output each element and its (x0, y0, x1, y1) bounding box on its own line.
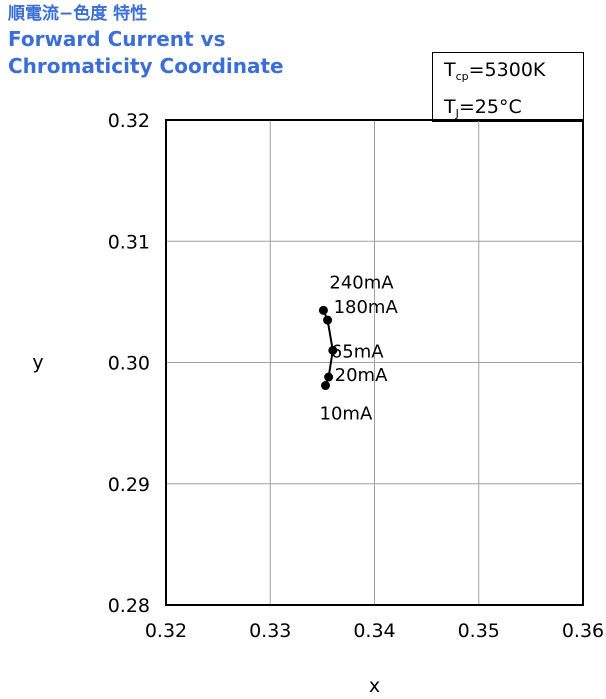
tj-subscript: J (455, 107, 459, 120)
condition-tj: TJ=25°C (444, 92, 583, 129)
tick-labels: 0.32 0.33 0.34 0.35 0.36 0.28 0.29 0.30 0.31 0.32 (108, 110, 604, 642)
plot-frame (165, 119, 584, 606)
tj-value: =25°C (458, 96, 522, 118)
y-tick-label: 0.31 (108, 231, 150, 253)
x-tick-label: 0.35 (458, 620, 500, 642)
condition-tcp: Tcp=5300K (444, 55, 583, 92)
x-tick-label: 0.36 (562, 620, 604, 642)
conditions-box: Tcp=5300K TJ=25°C (432, 52, 584, 122)
tcp-value: =5300K (468, 59, 546, 81)
title-english-line1: Forward Current vs (8, 27, 226, 51)
y-tick-label: 0.30 (108, 353, 150, 375)
grid (166, 120, 583, 605)
title-english-line2: Chromaticity Coordinate (8, 54, 284, 78)
x-tick-label: 0.34 (353, 620, 395, 642)
data-label: 240mA (329, 272, 394, 293)
data-point (323, 315, 333, 325)
x-tick-label: 0.33 (249, 620, 291, 642)
data-labels: 10mA 20mA 65mA 180mA 240mA (320, 272, 399, 424)
data-point (324, 372, 334, 382)
data-point (328, 345, 338, 355)
x-axis-label: x (369, 675, 380, 697)
title-japanese: 順電流−色度 特性 (8, 4, 148, 24)
y-tick-label: 0.28 (108, 595, 150, 617)
data-point (321, 381, 331, 391)
chart-title: 順電流−色度 特性 Forward Current vs Chromaticit… (8, 2, 284, 80)
y-axis-label: y (32, 352, 43, 374)
y-tick-label: 0.29 (108, 474, 150, 496)
data-label: 65mA (331, 341, 384, 362)
data-label: 180mA (334, 297, 399, 318)
data-label: 10mA (320, 404, 373, 425)
series (318, 305, 338, 391)
x-tick-label: 0.32 (145, 620, 187, 642)
y-tick-label: 0.32 (108, 110, 150, 132)
tj-symbol: T (444, 96, 456, 118)
tcp-symbol: T (444, 59, 456, 81)
data-point (318, 305, 328, 315)
data-label: 20mA (335, 365, 388, 386)
tcp-subscript: cp (455, 70, 469, 83)
